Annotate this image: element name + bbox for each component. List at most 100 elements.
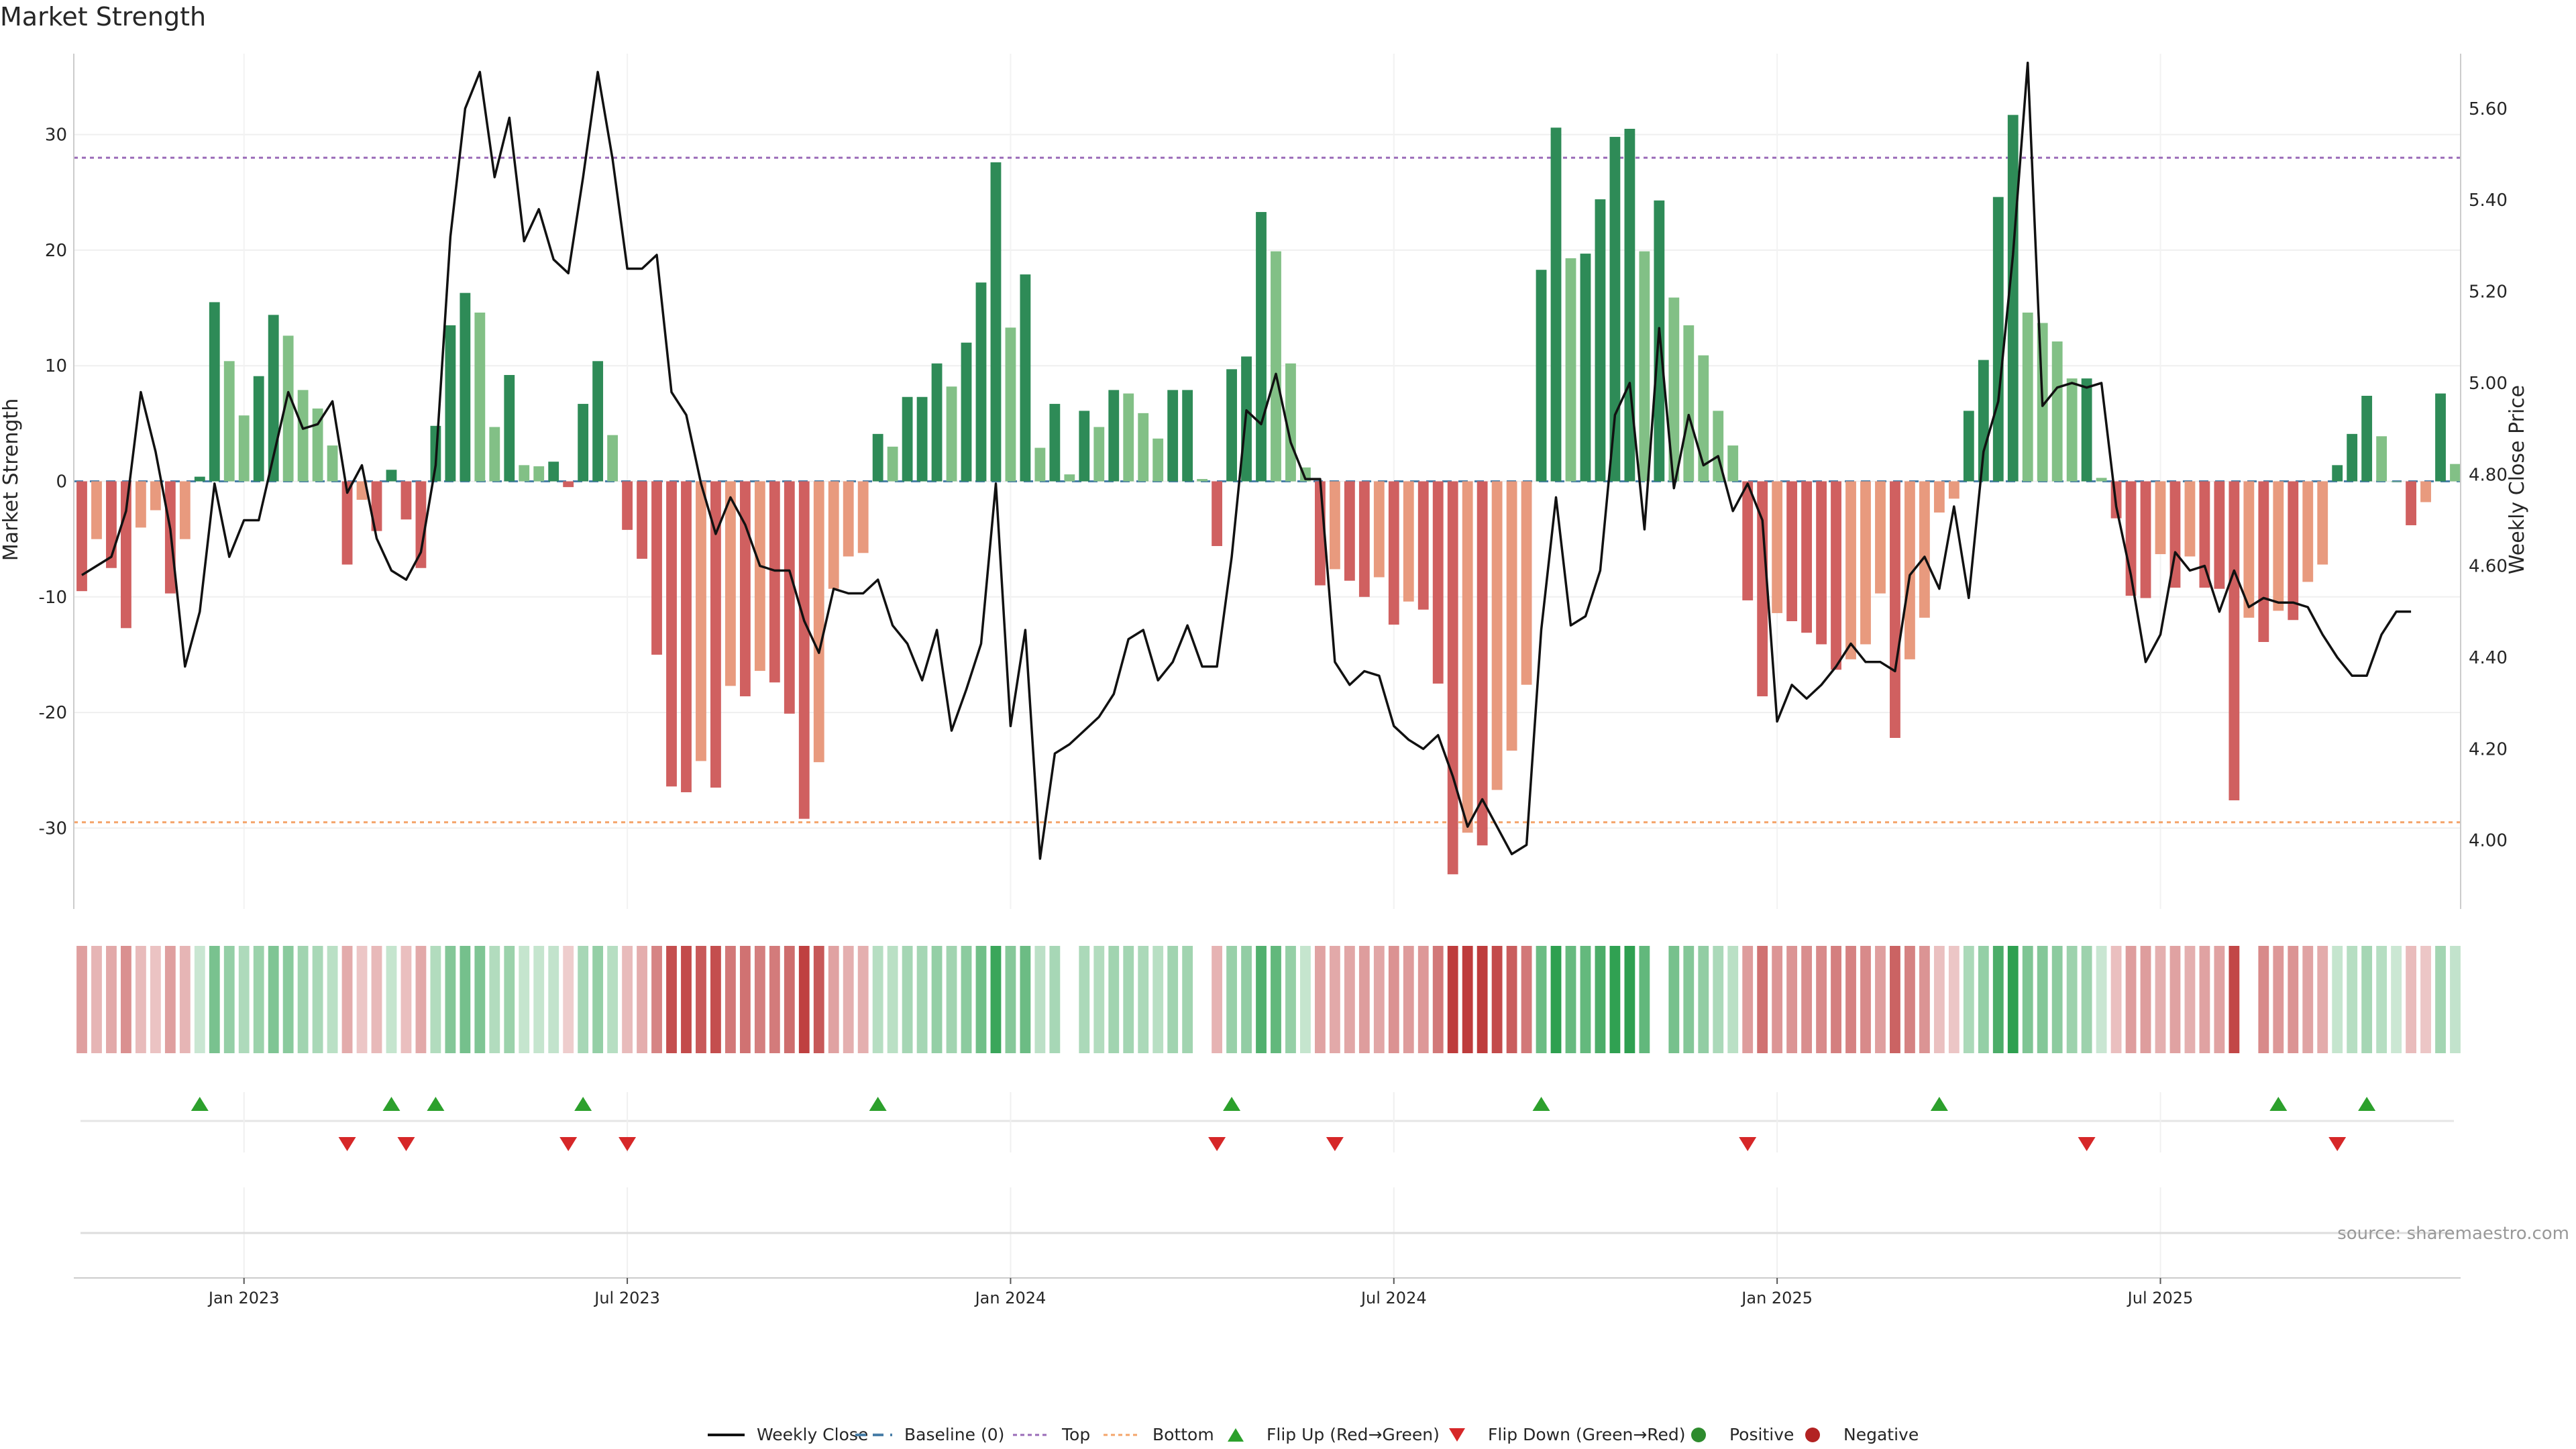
strength-bar	[563, 481, 574, 488]
strength-bar	[135, 481, 146, 528]
chart-title: Market Strength	[0, 2, 206, 32]
legend-label: Top	[1061, 1425, 1090, 1444]
band-cell	[1536, 946, 1547, 1053]
band-cell	[1963, 946, 1974, 1053]
band-cell	[710, 946, 721, 1053]
strength-bar	[2199, 481, 2210, 588]
y2-tick-label: 5.60	[2469, 99, 2508, 119]
band-cell	[238, 946, 250, 1053]
band-cell	[769, 946, 780, 1053]
strength-bar	[1477, 481, 1488, 846]
band-cell	[1668, 946, 1680, 1053]
band-cell	[504, 946, 515, 1053]
band-cell	[1020, 946, 1031, 1053]
strength-bar	[798, 481, 810, 819]
strength-bar	[2406, 481, 2416, 525]
y-tick-label: -20	[39, 703, 67, 723]
y-tick-label: 0	[56, 472, 67, 492]
band-cell	[445, 946, 456, 1053]
strength-bar	[1432, 481, 1444, 684]
strength-bar	[1462, 481, 1473, 833]
legend-swatch-negative	[1805, 1428, 1820, 1442]
band-cell	[2022, 946, 2033, 1053]
strength-bar	[1403, 481, 1414, 602]
band-cell	[1580, 946, 1591, 1053]
legend-swatch-flip-down	[1449, 1428, 1465, 1442]
lower-panel	[74, 1187, 2461, 1279]
strength-bar	[2332, 465, 2343, 482]
band-cell	[2007, 946, 2019, 1053]
source-note: source: sharemaestro.com	[2337, 1224, 2569, 1244]
band-cell	[194, 946, 205, 1053]
band-cell	[563, 946, 574, 1053]
y2-axis-label: Weekly Close Price	[2506, 385, 2529, 574]
strength-bar	[1580, 254, 1591, 482]
strength-bar	[1845, 481, 1856, 659]
band-cell	[1713, 946, 1724, 1053]
band-cell	[164, 946, 176, 1053]
band-cell	[1742, 946, 1754, 1053]
band-cell	[2258, 946, 2269, 1053]
strength-bar	[2081, 378, 2092, 482]
y-tick-label: 30	[45, 125, 67, 146]
band-cell	[2302, 946, 2314, 1053]
band-cell	[1875, 946, 1886, 1053]
x-tick-label: Jul 2023	[593, 1289, 660, 1307]
band-cell	[2361, 946, 2373, 1053]
band-cell	[887, 946, 898, 1053]
strength-bar	[843, 481, 854, 557]
strength-bar	[1786, 481, 1798, 621]
band-cell	[430, 946, 441, 1053]
strength-bar	[739, 481, 751, 696]
flip-up-marker	[574, 1097, 592, 1111]
band-cell	[2066, 946, 2078, 1053]
band-cell	[1683, 946, 1695, 1053]
strength-bar	[1358, 481, 1370, 597]
strength-bar	[637, 481, 647, 559]
strength-bar	[2155, 481, 2166, 555]
strength-bar	[1138, 413, 1149, 482]
band-cell	[327, 946, 338, 1053]
strength-bar	[1020, 274, 1031, 482]
strength-bar	[975, 282, 987, 482]
strength-bar	[1506, 481, 1517, 751]
band-cell	[857, 946, 869, 1053]
strength-bar	[1772, 481, 1783, 613]
band-cell	[666, 946, 677, 1053]
strength-bar	[1595, 199, 1606, 482]
band-cell	[1285, 946, 1296, 1053]
band-cell	[1992, 946, 2004, 1053]
strength-bar	[592, 361, 604, 482]
strength-bar	[1536, 270, 1547, 482]
band-cell	[2051, 946, 2063, 1053]
axes: -30 -20 -10 0 10 20 30 4.00 4.20 4.40 4.60 4.80 5.00…	[39, 54, 2508, 909]
band-cell	[1329, 946, 1340, 1053]
band-cell	[1417, 946, 1429, 1053]
band-cell	[1933, 946, 1945, 1053]
band-cell	[902, 946, 913, 1053]
strength-bar	[2450, 464, 2461, 482]
band-cell	[2317, 946, 2328, 1053]
band-cell	[2214, 946, 2225, 1053]
strength-bar	[607, 435, 619, 482]
strength-bar	[2288, 481, 2299, 621]
strength-bar	[696, 481, 706, 761]
flip-markers	[80, 1092, 2454, 1152]
strength-bar	[386, 470, 397, 482]
strength-bar	[1329, 481, 1340, 570]
flip-down-marker	[338, 1137, 356, 1151]
flip-up-marker	[382, 1097, 400, 1111]
strength-bar	[1565, 258, 1576, 482]
band-cell	[371, 946, 382, 1053]
band-cell	[2376, 946, 2387, 1053]
strength-bar	[754, 481, 765, 672]
band-cell	[297, 946, 309, 1053]
strength-bar	[1271, 251, 1281, 482]
strength-bar	[1816, 481, 1827, 645]
band-cell	[578, 946, 589, 1053]
band-cell	[784, 946, 795, 1053]
y2-tick-label: 5.20	[2469, 282, 2508, 303]
band-cell	[106, 946, 117, 1053]
band-cell	[1757, 946, 1768, 1053]
band-cell	[548, 946, 559, 1053]
